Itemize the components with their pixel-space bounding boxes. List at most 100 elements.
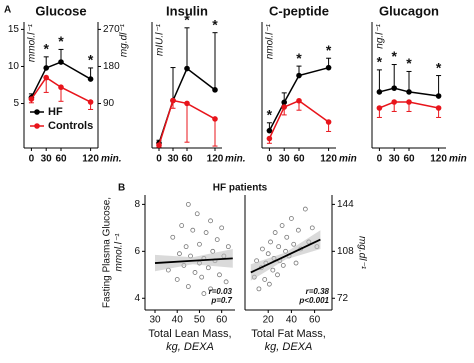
marker [170,97,176,104]
y2-tick-label: 108 [337,246,354,257]
point [288,216,294,221]
x-tick-label: 60 [55,154,67,165]
point [201,291,207,296]
y-tick-label: 10 [8,61,20,72]
y-axis-label: ng.l⁻¹ [375,23,386,48]
chart-title: Glucagon [379,3,439,18]
significance: * [326,42,332,58]
x-tick-label: 30 [149,315,161,326]
panel-label: A [4,5,11,16]
fit-line [154,257,233,264]
marker [325,64,332,71]
marker [325,119,332,125]
significance: * [436,59,442,75]
series-line [30,76,91,103]
panel-label: B [118,183,125,194]
marker [281,104,288,110]
y-axis-label: Fasting Plasma Glucose, [102,197,113,308]
point [225,244,231,250]
point [272,230,278,235]
point [279,223,285,228]
significance: * [406,55,412,71]
series-line [30,61,91,98]
point [170,234,176,240]
point [217,272,222,278]
marker [435,105,442,111]
marker [58,59,64,65]
chart-title: Insulin [166,3,208,18]
x-tick-label: 30 [41,154,53,165]
significance: * [296,50,302,66]
point [174,277,180,282]
significance: * [212,16,218,32]
y-axis-label: mmol.l⁻¹ [27,23,38,62]
point [259,246,265,252]
x-axis-label: Total Lean Mass, [148,328,231,340]
y-tick-label: 8 [134,199,140,210]
point [302,206,308,212]
marker [87,76,94,82]
marker [184,100,190,107]
x-tick-label: 30 [389,154,401,165]
marker [156,142,162,148]
x-axis-label: min. [101,154,122,165]
significance: * [391,48,397,64]
stat-label: p=0.7 [210,296,232,305]
x-axis-label: min. [225,154,246,165]
significance: * [184,12,190,28]
x-tick-label: 30 [279,154,291,165]
point [192,270,198,275]
marker [281,99,288,106]
x-tick-label: 50 [194,315,206,326]
y-axis-label: nmol.l⁻¹ [265,23,276,59]
x-tick-label: 30 [167,154,179,165]
y2-axis-label: mg.dl⁻¹ [356,236,367,270]
point [262,277,268,282]
marker [28,96,35,102]
x-tick-label: 120 [320,154,337,165]
point [214,237,220,242]
marker [406,99,412,105]
x-axis-label: kg, DEXA [166,341,214,353]
point [280,263,286,268]
y-tick-label: 4 [134,293,140,304]
x-axis-label: min [449,154,467,165]
legend-label: Controls [48,120,93,132]
y2-axis-label: mg.dl⁻¹ [119,23,130,57]
point [194,211,200,217]
marker [391,99,398,105]
significance: * [267,107,273,123]
x-tick-label: 20 [263,315,275,326]
series-line [158,99,216,146]
marker [406,89,412,95]
x-tick-label: 0 [29,154,35,165]
panel-title: HF patients [213,183,268,194]
series-line [268,66,329,132]
legend-marker [34,123,40,129]
stat-label: r=0.03 [209,287,233,296]
y2-tick-label: 90 [103,98,115,109]
marker [58,84,64,91]
marker [296,97,302,104]
marker [43,74,49,81]
y2-tick-label: 72 [337,293,349,304]
y-tick-label: 15 [8,24,20,35]
point [197,241,202,247]
marker [212,87,218,93]
x-tick-label: 40 [286,315,298,326]
point [185,284,191,289]
legend-marker [34,109,40,115]
point [179,223,185,228]
point [293,260,299,266]
x-axis-label: kg, DEXA [265,341,313,353]
stat-label: p<0.001 [298,296,329,305]
series-line [268,99,330,139]
x-tick-label: 120 [82,154,99,165]
point [177,251,182,257]
marker [184,65,190,72]
marker [266,135,273,142]
significance: * [58,33,64,49]
x-axis-label: min [339,154,357,165]
point [183,244,189,250]
